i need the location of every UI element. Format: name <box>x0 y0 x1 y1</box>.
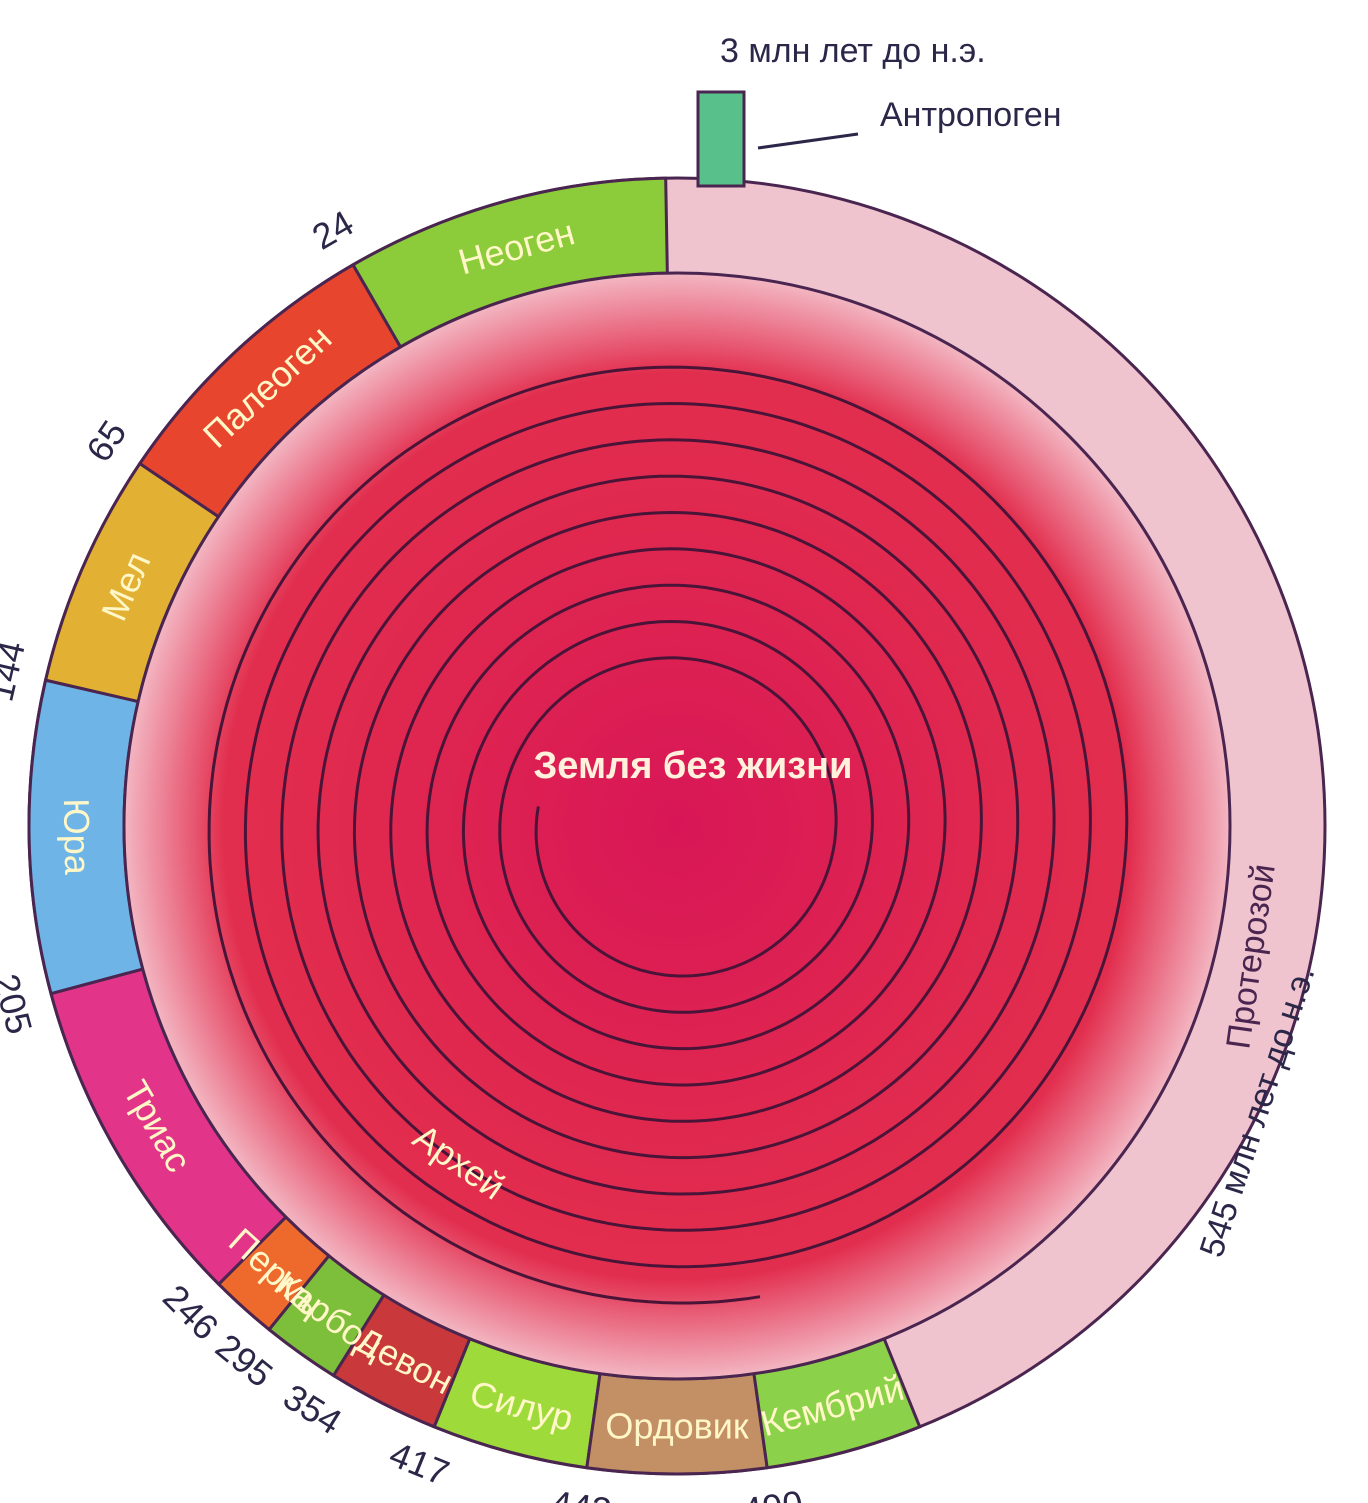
anthropogen-label: Антропоген <box>880 96 1062 134</box>
boundary-number: 417 <box>384 1433 455 1494</box>
center-label: Земля без жизни <box>534 745 853 787</box>
boundary-number: 295 <box>208 1325 280 1395</box>
boundary-number: 490 <box>740 1482 805 1503</box>
anthropogen-segment <box>696 90 746 188</box>
boundary-number: 443 <box>549 1482 614 1503</box>
boundary-number: 24 <box>305 202 360 258</box>
boundary-number: 144 <box>0 637 33 705</box>
top-note: 3 млн лет до н.э. <box>720 32 986 70</box>
boundary-number: 354 <box>276 1376 349 1443</box>
period-label: Юра <box>56 798 98 876</box>
period-label: Ордовик <box>605 1406 748 1447</box>
boundary-number: 246 <box>155 1276 226 1347</box>
boundary-number: 205 <box>0 970 41 1039</box>
anthropogen-leader-line <box>757 132 859 150</box>
boundary-number: 65 <box>78 413 134 469</box>
time-spiral <box>207 365 1129 1305</box>
